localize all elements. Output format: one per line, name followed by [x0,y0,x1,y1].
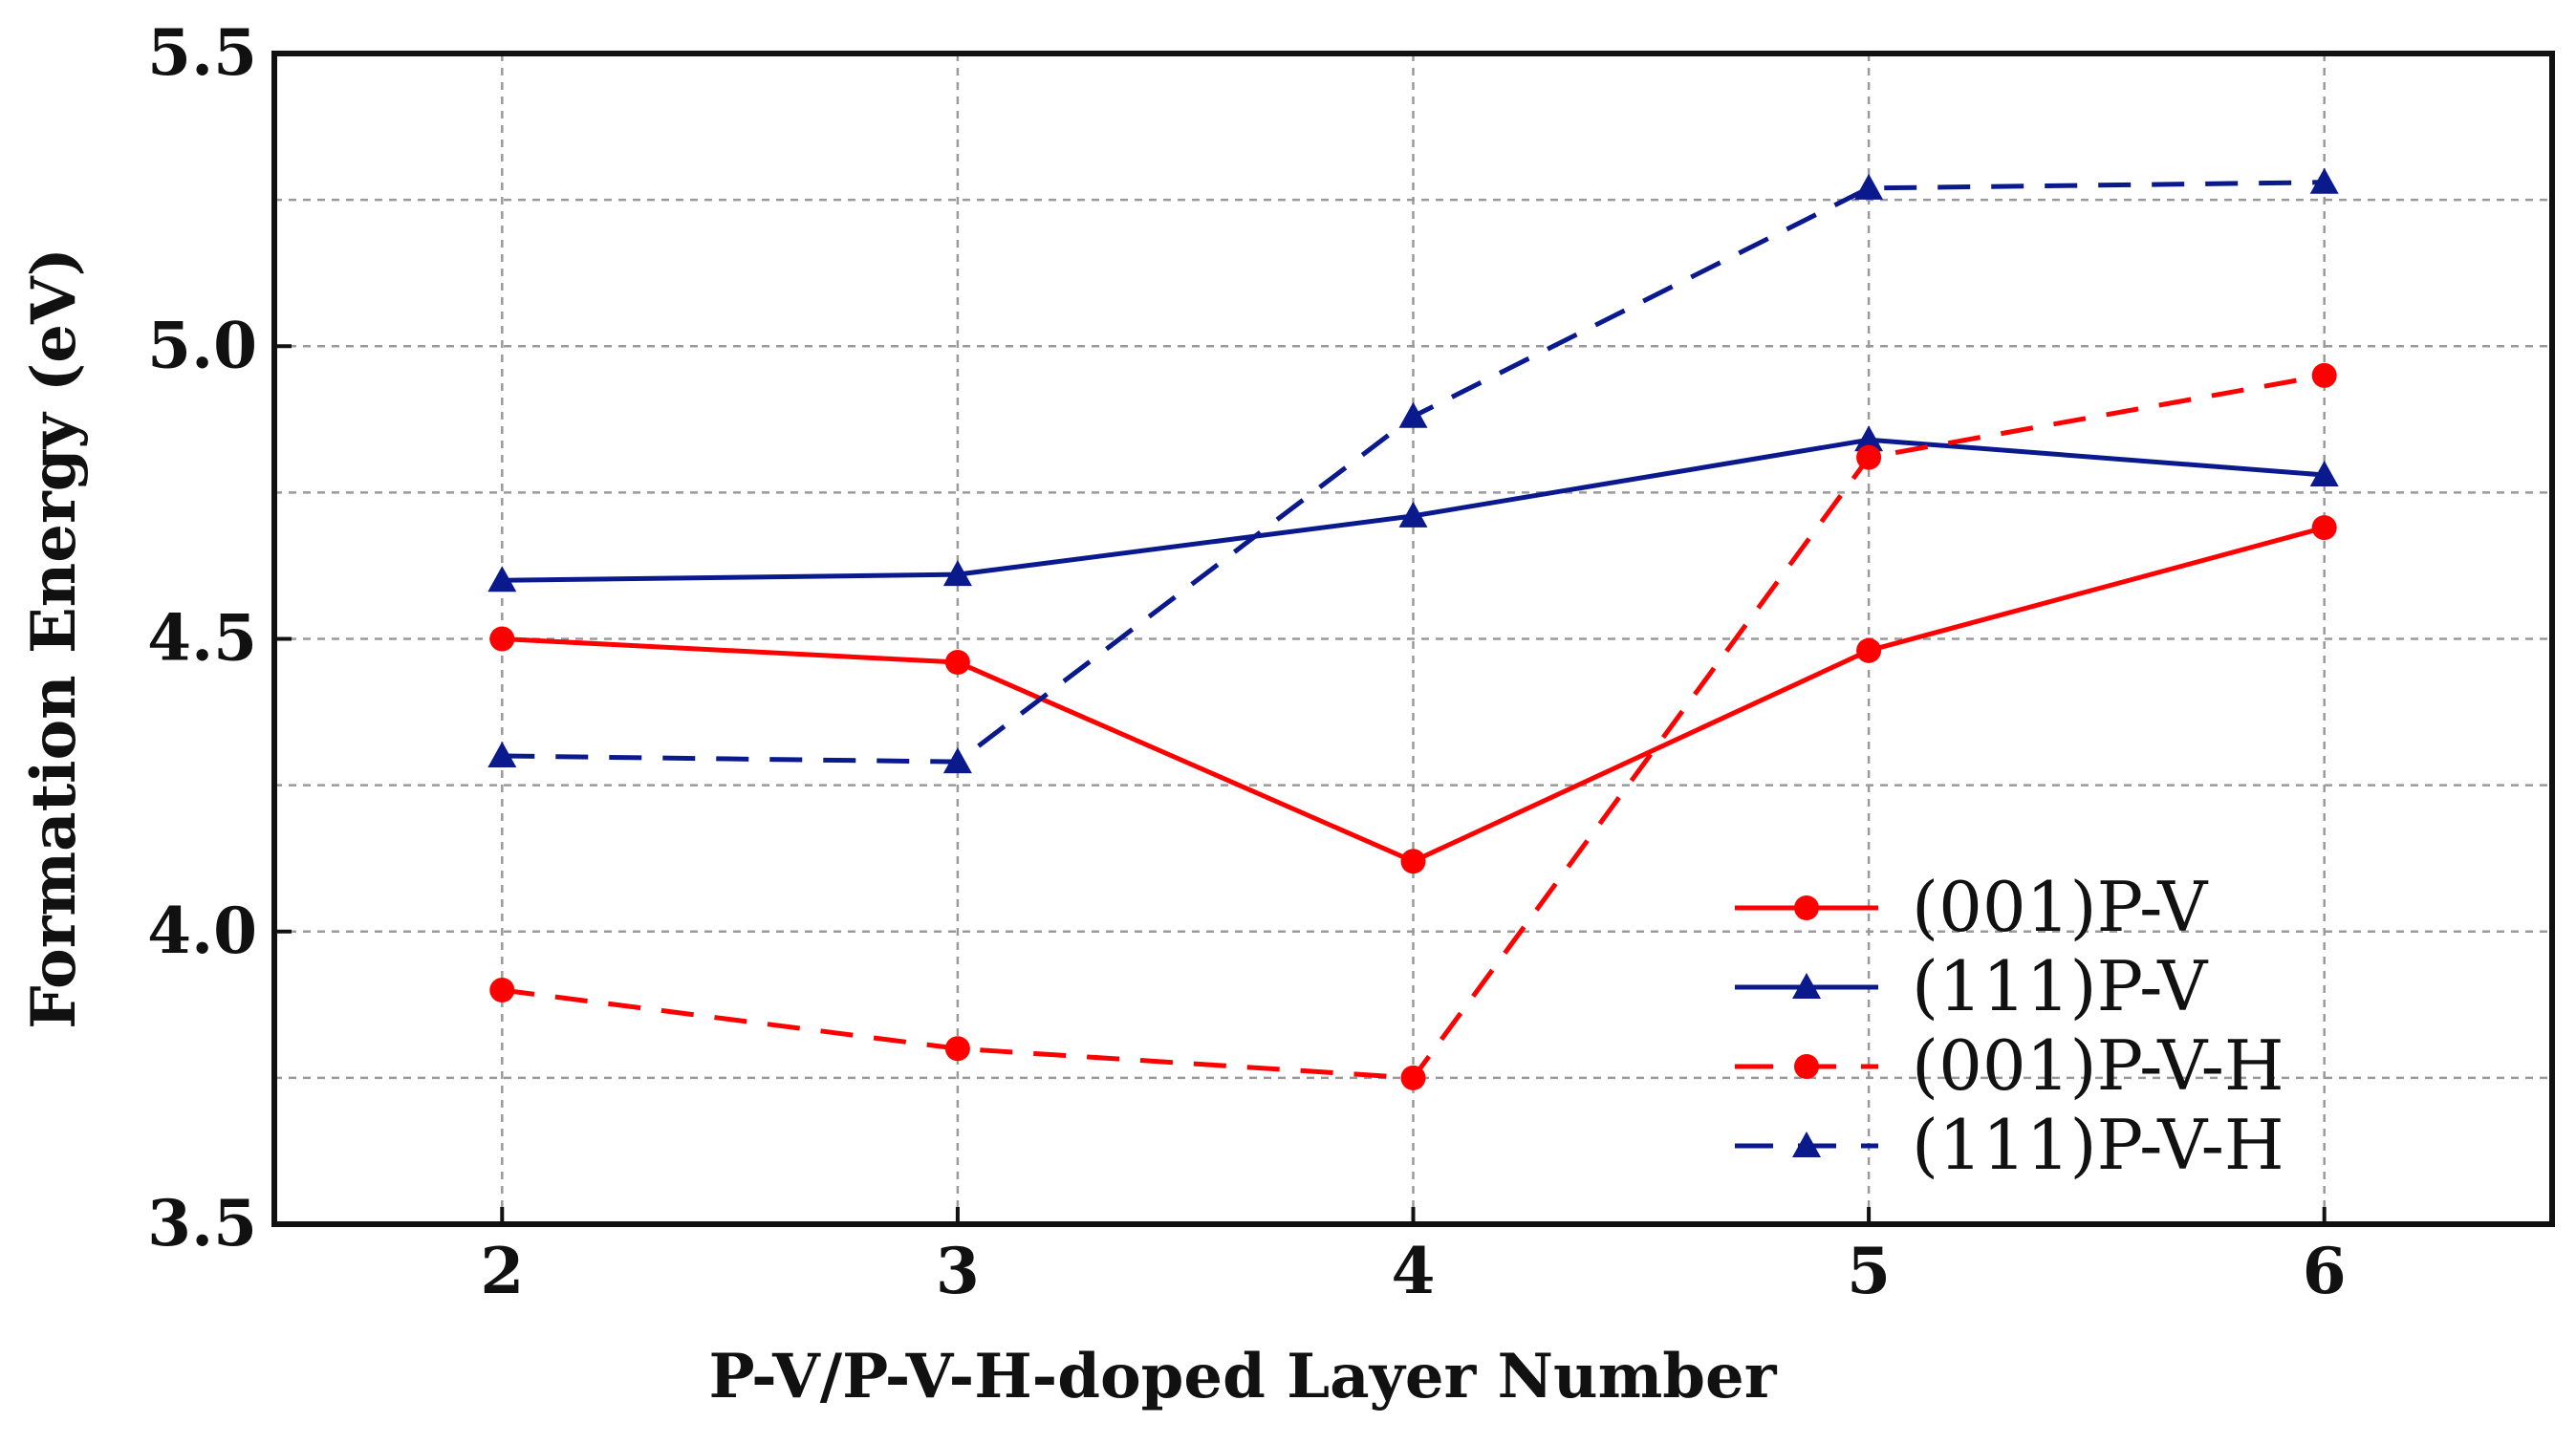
x-tick-label: 4 [1392,1234,1436,1308]
data-point [1854,425,1884,452]
legend-label: (111)P-V [1912,946,2209,1026]
legend-label: (111)P-V-H [1912,1105,2284,1185]
legend-marker [1792,1131,1821,1157]
data-point [487,566,517,593]
legend-entry: (001)P-V [1735,867,2209,947]
data-point [2309,461,2339,486]
y-axis-label: Formation Energy (eV) [18,248,90,1029]
x-tick-label: 2 [480,1234,524,1308]
series-4 [487,167,2339,774]
data-point [1856,444,1882,470]
legend-label: (001)P-V [1912,867,2209,947]
data-point [944,650,970,675]
y-tick-label: 5.0 [147,308,257,382]
series-layer [487,167,2339,1090]
y-tick-label: 4.5 [147,601,257,676]
legend-entry: (111)P-V-H [1735,1105,2284,1185]
data-point [2311,515,2337,541]
series-1 [489,515,2337,874]
x-tick-label: 6 [2303,1234,2347,1308]
data-point [1400,849,1426,874]
series-2 [487,425,2339,593]
data-point [944,1036,970,1062]
y-tick-label: 4.0 [147,894,257,968]
x-tick-label: 5 [1847,1234,1891,1308]
y-tick-label: 5.5 [147,15,257,90]
data-point [942,747,972,774]
data-point [489,626,515,652]
legend: (001)P-V(111)P-V(001)P-V-H(111)P-V-H [1735,867,2284,1185]
legend-marker [1792,973,1821,999]
data-point [2309,167,2339,194]
data-point [1398,401,1428,428]
legend-marker [1794,1054,1819,1079]
data-point [1398,501,1428,528]
data-point [942,560,972,587]
axis-ticks: 2 3 4 5 6 3.5 4.0 4.5 5.0 5.5 [147,15,2346,1308]
legend-entry: (111)P-V [1735,946,2209,1026]
data-point [1854,173,1884,200]
data-point [487,742,517,767]
x-axis-label: P-V/P-V-H-doped Layer Number [709,1341,1778,1412]
legend-marker [1794,895,1819,920]
y-tick-label: 3.5 [147,1186,257,1261]
data-point [2311,362,2337,388]
data-point [1856,637,1882,663]
legend-label: (001)P-V-H [1912,1025,2284,1106]
data-point [489,978,515,1002]
data-point [1400,1065,1426,1090]
x-tick-label: 3 [936,1234,980,1308]
legend-entry: (001)P-V-H [1735,1025,2284,1106]
series-3 [489,362,2337,1090]
